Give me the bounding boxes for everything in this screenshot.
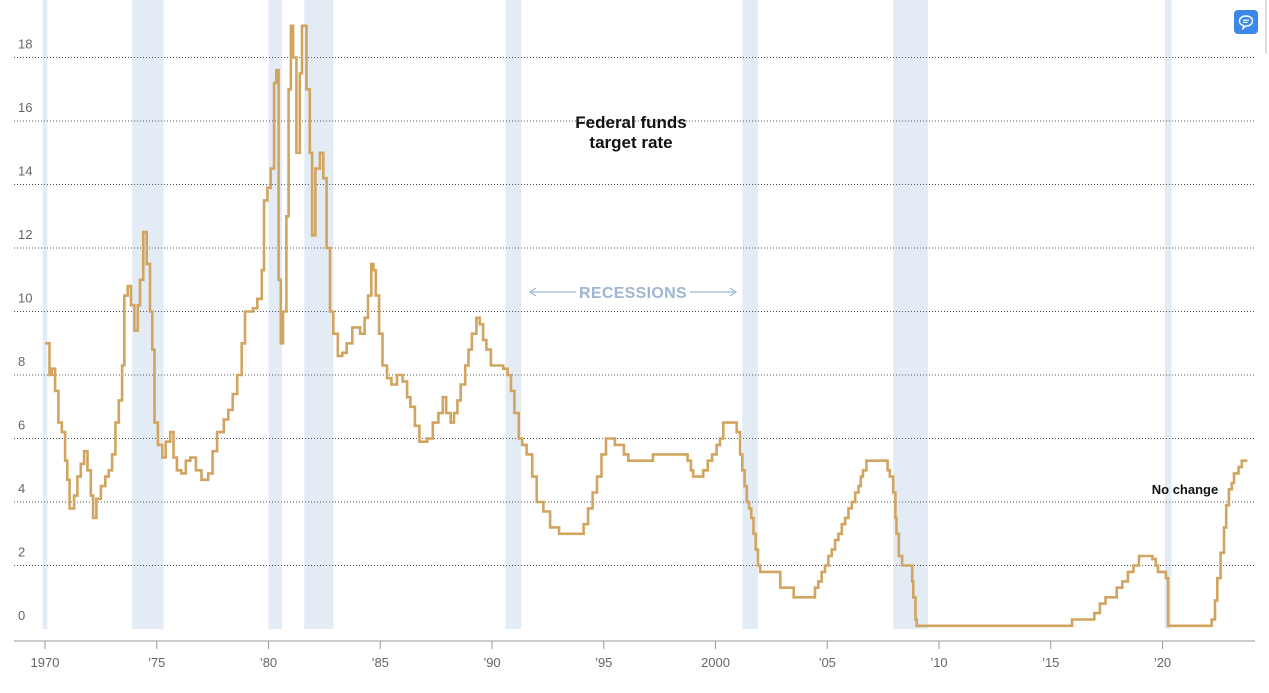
- x-tick-label-2000: 2000: [701, 655, 730, 670]
- recession-band-7: [893, 0, 928, 629]
- recessions-arrow-left-head: [528, 287, 537, 297]
- recessions-label-group: RECESSIONS: [528, 285, 738, 302]
- recessions-arrow-right-head: [729, 287, 738, 297]
- right-edge-rule: [1265, 0, 1267, 54]
- recession-band-1: [42, 0, 48, 629]
- y-tick-label-6: 6: [18, 418, 25, 433]
- chart-title-line-1: Federal funds: [575, 113, 686, 132]
- y-tick-label-18: 18: [18, 37, 32, 52]
- series-line-fed-funds-rate: [45, 24, 1248, 628]
- x-tick-label-1990: ’90: [483, 655, 500, 670]
- x-tick-label-1995: ’95: [595, 655, 612, 670]
- no-change-annotation: No change: [1152, 482, 1218, 497]
- x-tick-label-1980: ’80: [260, 655, 277, 670]
- x-tick-label-1985: ’85: [372, 655, 389, 670]
- x-tick-label-1970: 1970: [31, 655, 60, 670]
- x-tick-label-2020: ’20: [1154, 655, 1171, 670]
- x-tick-label-2010: ’10: [930, 655, 947, 670]
- chat-bubble-icon: [1238, 15, 1254, 30]
- chart-title-line-2: target rate: [589, 133, 672, 152]
- y-tick-label-12: 12: [18, 227, 32, 242]
- y-tick-label-2: 2: [18, 545, 25, 560]
- y-tick-label-0: 0: [18, 608, 25, 623]
- y-tick-label-16: 16: [18, 100, 32, 115]
- chat-bubble-button[interactable]: [1234, 10, 1258, 34]
- y-tick-label-8: 8: [18, 354, 25, 369]
- x-tick-label-1975: ’75: [148, 655, 165, 670]
- y-axis-labels: 0 2 4 6 8 10 12 14 16 18: [18, 37, 32, 624]
- y-tick-label-4: 4: [18, 481, 25, 496]
- y-tick-label-14: 14: [18, 164, 32, 179]
- recession-band-8: [1164, 0, 1172, 629]
- recession-bands: [42, 0, 1172, 629]
- recession-band-6: [742, 0, 758, 629]
- x-tick-label-2005: ’05: [819, 655, 836, 670]
- recession-band-5: [505, 0, 522, 629]
- y-tick-label-10: 10: [18, 291, 32, 306]
- x-tick-label-2015: ’15: [1042, 655, 1059, 670]
- recessions-label: RECESSIONS: [579, 285, 687, 302]
- x-axis-labels: 1970 ’75 ’80 ’85 ’90 ’95 2000 ’05 ’10 ’15 ’20: [31, 641, 1171, 670]
